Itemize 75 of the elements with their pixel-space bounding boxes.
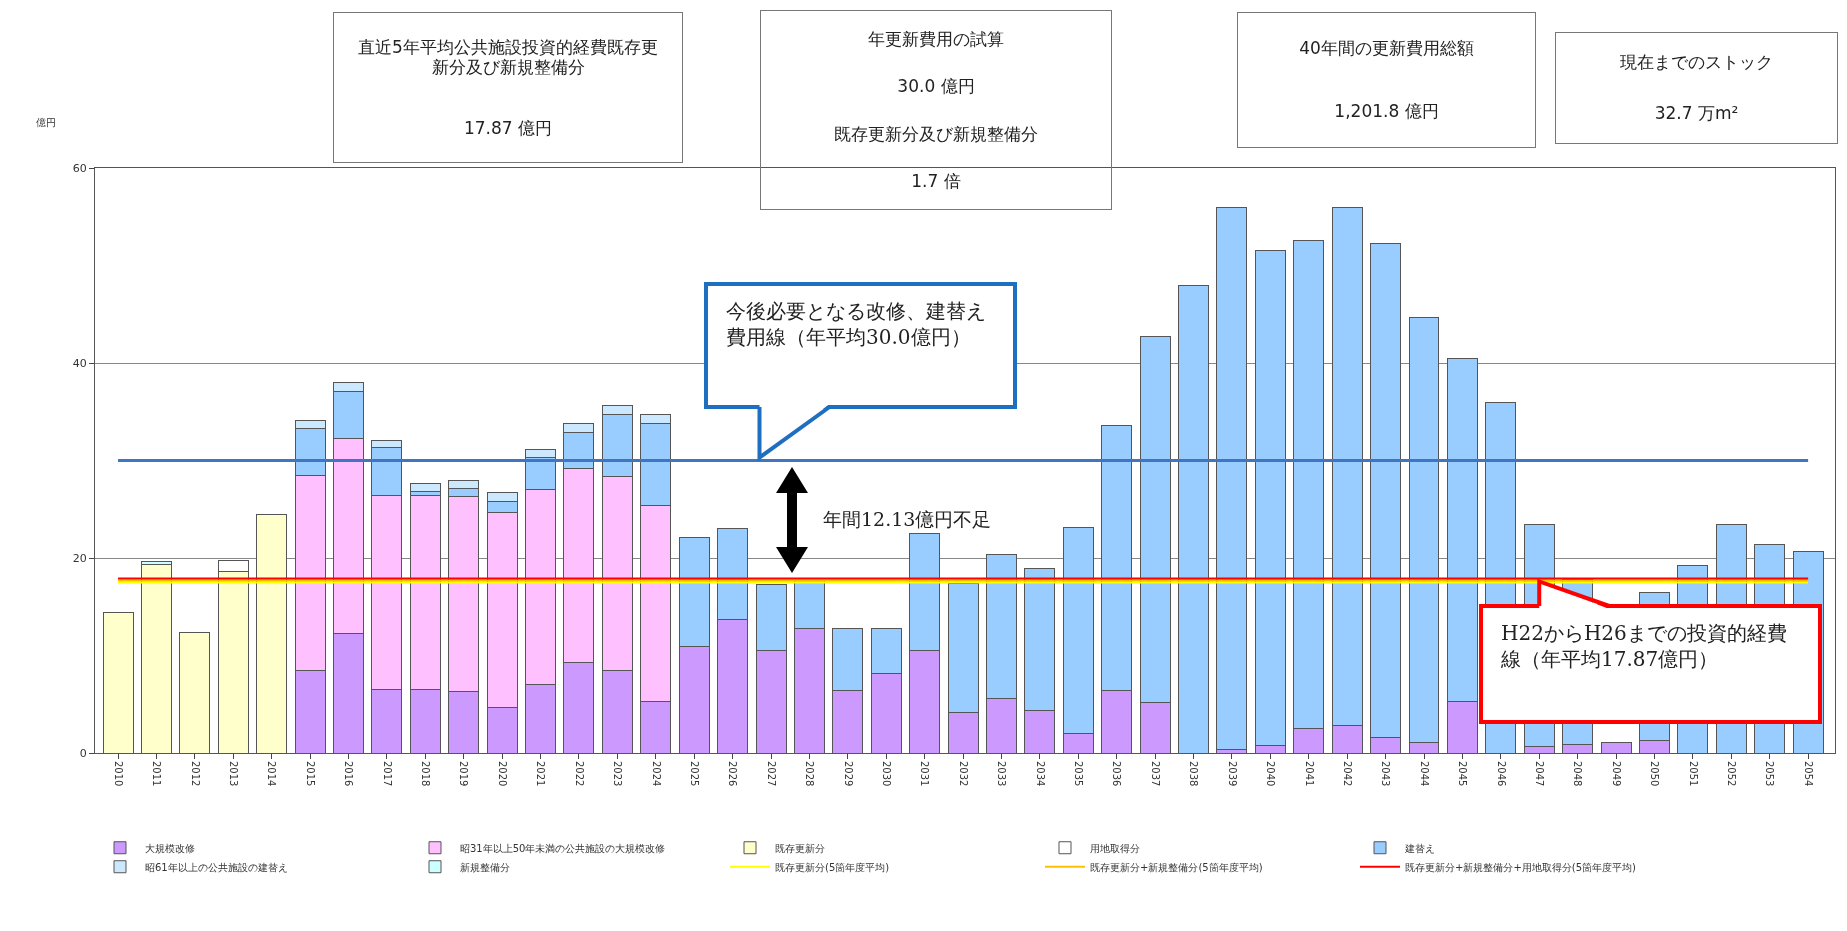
x-tick-label: 2048 (1572, 761, 1584, 787)
bar (1216, 206, 1248, 750)
x-tick-label: 2036 (1111, 761, 1123, 787)
legend-label: 既存更新分+新規整備分+用地取得分(5箇年度平均) (1405, 861, 1637, 873)
x-tick-label: 2037 (1149, 761, 1161, 787)
x-tick-label: 2020 (496, 761, 508, 787)
x-tick-label: 2051 (1687, 761, 1699, 787)
annotation: H22からH26までの投資的経費線（年平均17.87億円） (1500, 620, 1788, 673)
x-tick-label: 2042 (1341, 761, 1353, 787)
x-tick-label: 2010 (112, 761, 124, 787)
annotation: 今後必要となる改修、建替え費用線（年平均30.0億円） (725, 298, 987, 351)
text: 億円 (36, 117, 56, 128)
x-tick-label: 2021 (535, 761, 547, 787)
x-tick-label: 2050 (1649, 761, 1661, 787)
x-tick-label: 2025 (688, 761, 700, 787)
legend-label: 大規模改修 (145, 842, 195, 854)
x-tick-label: 2033 (996, 761, 1008, 787)
x-tick-label: 2017 (381, 761, 393, 787)
x-tick-label: 2022 (573, 761, 585, 787)
x-tick-label: 2012 (189, 761, 201, 787)
x-tick-label: 2026 (727, 761, 739, 787)
x-tick-label: 2046 (1495, 761, 1507, 787)
text: 30.0 億円 (896, 76, 976, 97)
x-tick-label: 2028 (804, 761, 816, 787)
x-tick-label: 2019 (458, 761, 470, 787)
x-tick-label: 2044 (1418, 761, 1430, 787)
text: 32.7 万m² (1653, 103, 1740, 124)
x-tick-label: 2052 (1726, 761, 1738, 787)
x-tick-label: 2030 (881, 761, 893, 787)
x-tick-label: 2049 (1610, 761, 1622, 787)
x-tick-label: 2045 (1457, 761, 1469, 787)
legend-label: 用地取得分 (1090, 842, 1140, 854)
x-tick-label: 2031 (919, 761, 931, 787)
text: 1,201.8 億円 (1333, 101, 1440, 122)
annotation: 1.7 倍 (910, 171, 962, 192)
annotation: 年間12.13億円不足 (823, 508, 992, 530)
text: 17.87 億円 (462, 117, 554, 139)
bar (409, 483, 441, 493)
x-tick-label: 2038 (1188, 761, 1200, 787)
x-tick-label: 2014 (266, 761, 278, 787)
legend-label: 既存更新分+新規整備分(5箇年度平均) (1090, 861, 1263, 873)
x-tick-label: 2039 (1226, 761, 1238, 787)
x-tick-label: 2054 (1802, 761, 1814, 787)
y-tick-label: 40 (72, 356, 87, 370)
legend-label: 建替え (1404, 842, 1435, 854)
x-tick-label: 2029 (842, 761, 854, 787)
text: 年更新費用の試算 (867, 28, 1005, 49)
y-tick-label: 0 (79, 746, 87, 760)
text: 直近5年平均公共施設投資的経費既存更新分及び新規整備分 (357, 36, 659, 78)
x-tick-label: 2032 (957, 761, 969, 787)
x-tick-label: 2023 (612, 761, 624, 787)
x-tick-label: 2016 (343, 761, 355, 787)
legend-label: 新規整備分 (460, 861, 510, 873)
x-tick-label: 2013 (228, 761, 240, 787)
legend-label: 既存更新分 (775, 842, 825, 854)
x-tick-label: 2041 (1303, 761, 1315, 787)
legend-label: 昭31年以上50年未満の公共施設の大規模改修 (460, 842, 666, 854)
x-tick-label: 2034 (1034, 761, 1046, 787)
x-tick-label: 2024 (650, 761, 662, 787)
y-tick-label: 20 (72, 551, 87, 565)
x-tick-label: 2015 (304, 761, 316, 787)
x-tick-label: 2040 (1265, 761, 1277, 787)
text: 現在までのストック (1619, 52, 1774, 73)
x-tick-label: 2018 (420, 761, 432, 787)
text: 40年間の更新費用総額 (1298, 38, 1475, 59)
x-tick-label: 2027 (765, 761, 777, 787)
x-tick-label: 2011 (151, 761, 163, 787)
legend-label: 既存更新分(5箇年度平均) (775, 861, 890, 873)
x-tick-label: 2047 (1533, 761, 1545, 787)
legend-label: 昭61年以上の公共施設の建替え (145, 861, 288, 873)
x-tick-label: 2043 (1380, 761, 1392, 787)
x-tick-label: 2035 (1073, 761, 1085, 787)
y-tick-label: 60 (72, 161, 87, 175)
x-tick-label: 2053 (1764, 761, 1776, 787)
text: 既存更新分及び新規整備分 (833, 123, 1039, 144)
